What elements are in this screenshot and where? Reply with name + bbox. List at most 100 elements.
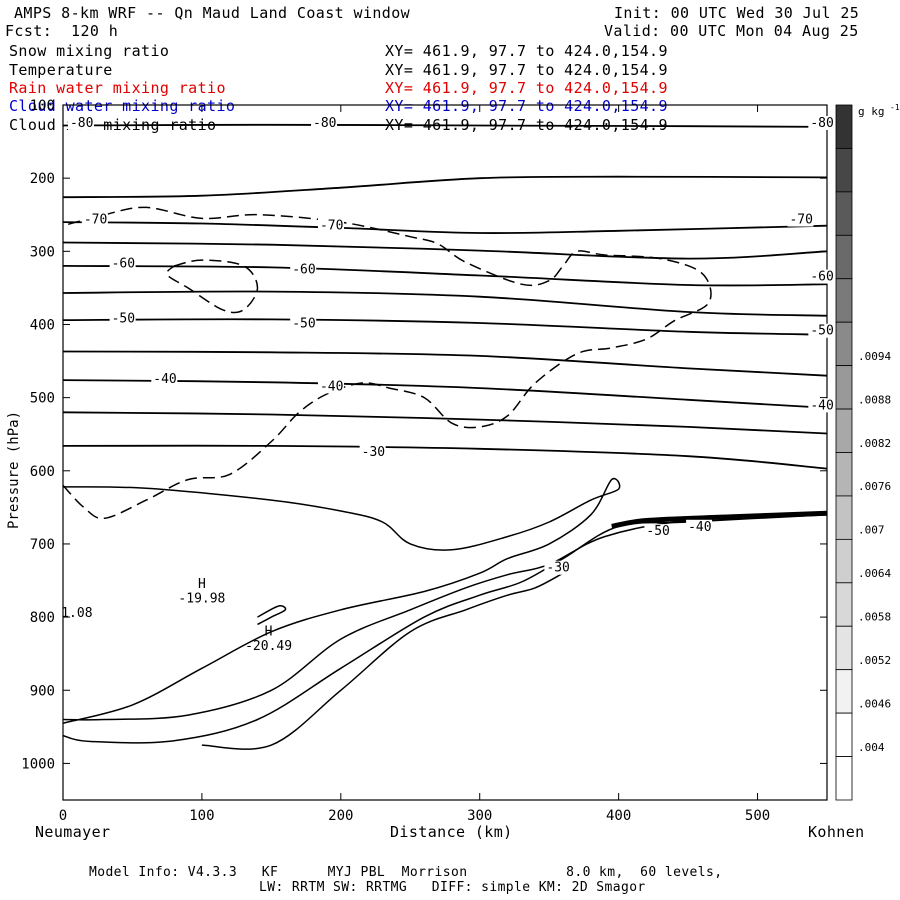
contour-label: -40 — [810, 398, 833, 413]
temperature-contour-35 — [62, 411, 828, 435]
y-tick-label: 200 — [30, 171, 55, 187]
temperature-contour-45 — [62, 350, 828, 377]
colorbar: g kg -1 .004 .0046 .0052 .0058 .0064 .007 .0076.… — [835, 103, 900, 801]
temperature-contour-55 — [62, 290, 828, 317]
colorbar-swatch — [835, 756, 853, 801]
colorbar-label: .007 — [858, 524, 885, 537]
contour-label-bg — [67, 115, 94, 130]
contour-label: -40 — [688, 520, 711, 535]
y-axis-label: Pressure (hPa) — [6, 411, 22, 529]
temperature-contours — [62, 123, 828, 750]
contour-label: -80 — [70, 116, 93, 131]
lower-contour — [201, 572, 564, 750]
extremum-label: -19.98 — [178, 591, 225, 606]
temperature-contour-40 — [62, 379, 828, 409]
colorbar-unit-exponent: -1 — [890, 103, 900, 112]
contour-label: -60 — [810, 270, 833, 285]
y-tick-label: 100 — [30, 98, 55, 114]
init-time: Init: 00 UTC Wed 30 Jul 25 — [614, 4, 860, 22]
contour-label: -50 — [112, 311, 135, 326]
temperature-contour-65 — [62, 241, 828, 260]
lower-contour — [257, 605, 287, 626]
x-tick-label: 100 — [189, 808, 214, 824]
extremum-label: -20.49 — [245, 639, 292, 654]
colorbar-swatch — [835, 669, 853, 714]
field-name-rain: Rain water mixing ratio — [9, 79, 226, 97]
valid-time: Valid: 00 UTC Mon 04 Aug 25 — [604, 22, 859, 40]
contour-label-bg — [81, 212, 108, 227]
contour-label-bg — [290, 262, 317, 277]
contour-label-bg — [808, 269, 835, 284]
colorbar-label: .0076 — [858, 480, 891, 493]
contour-label-bg — [808, 115, 835, 130]
colorbar-swatch — [835, 278, 853, 323]
x-tick-label: 400 — [606, 808, 631, 824]
colorbar-swatch — [835, 321, 853, 367]
field-xy-temperature: XY= 461.9, 97.7 to 424.0,154.9 — [385, 61, 668, 79]
contour-label-bg — [808, 398, 835, 413]
colorbar-label: .0082 — [858, 437, 891, 450]
contour-label: -30 — [362, 445, 385, 460]
contour-label: -80 — [313, 116, 336, 131]
contour-label: -70 — [789, 213, 812, 228]
colorbar-swatch — [835, 625, 853, 671]
y-tick-label: 800 — [30, 610, 55, 626]
contour-label: -70 — [84, 213, 107, 228]
contour-label-bg — [787, 212, 814, 227]
lower-contour — [62, 513, 828, 744]
field-name-temperature: Temperature — [9, 61, 113, 79]
contour-label-bg — [109, 256, 136, 271]
colorbar-unit: g kg — [858, 105, 885, 118]
contour-label-bg — [317, 218, 344, 233]
colorbar-swatch — [835, 538, 853, 584]
forecast-hour: Fcst: 120 h — [5, 22, 119, 40]
colorbar-swatch — [835, 148, 853, 193]
y-tick-label: 400 — [30, 317, 55, 333]
field-name-cloud-water: Cloud water mixing ratio — [9, 97, 236, 115]
x-tick-label: 200 — [328, 808, 353, 824]
colorbar-label: .004 — [858, 741, 885, 754]
colorbar-label: .0052 — [858, 654, 891, 667]
colorbar-label: .0088 — [858, 393, 891, 406]
extremum-label: H — [198, 577, 206, 592]
y-tick-label: 1000 — [21, 756, 55, 772]
extremum-label: 1.08 — [61, 606, 92, 621]
contour-label-bg — [109, 311, 136, 326]
y-tick-label: 700 — [30, 537, 55, 553]
contour-labels: -80 -80 -80 -70 -70 -70 -60 -60 -60 -50 -50 -50 -40 -… — [61, 115, 835, 654]
y-tick-label: 300 — [30, 244, 55, 260]
x-tick-label: 300 — [467, 808, 492, 824]
colorbar-swatch — [835, 495, 853, 540]
contour-label: -50 — [646, 524, 669, 539]
colorbar-swatch — [835, 712, 853, 757]
colorbar-label: .0058 — [858, 611, 891, 624]
contour-label-bg — [317, 379, 344, 394]
field-xy-snow: XY= 461.9, 97.7 to 424.0,154.9 — [385, 42, 668, 60]
colorbar-swatch — [835, 408, 853, 453]
extremum-label: H — [265, 624, 273, 639]
temperature-gradient-band — [611, 510, 828, 529]
contour-label-bg — [311, 115, 338, 130]
contour-label-bg — [359, 445, 386, 460]
temperature-contour-80 — [62, 123, 828, 128]
colorbar-label: .0064 — [858, 567, 891, 580]
contour-label: -60 — [112, 256, 135, 271]
colorbar-swatch — [835, 452, 853, 497]
contour-label: -50 — [810, 324, 833, 339]
x-left-station: Neumayer — [35, 823, 111, 841]
temperature-contour-30 — [62, 444, 828, 470]
field-xy-rain: XY= 461.9, 97.7 to 424.0,154.9 — [385, 79, 668, 97]
y-tick-label: 600 — [30, 464, 55, 480]
contour-label: -80 — [810, 116, 833, 131]
temperature-contour-75 — [62, 175, 828, 199]
y-tick-label: 500 — [30, 391, 55, 407]
colorbar-swatch — [835, 234, 853, 280]
chart-title: AMPS 8-km WRF -- Qn Maud Land Coast wind… — [14, 4, 411, 22]
field-xy-cloud-ice: XY= 461.9, 97.7 to 424.0,154.9 — [385, 116, 668, 134]
colorbar-swatch — [835, 191, 853, 236]
snow-mixing-contour — [62, 206, 712, 520]
contour-label: -30 — [546, 561, 569, 576]
colorbar-swatch — [835, 582, 853, 627]
colorbar-label: .0046 — [858, 697, 891, 710]
